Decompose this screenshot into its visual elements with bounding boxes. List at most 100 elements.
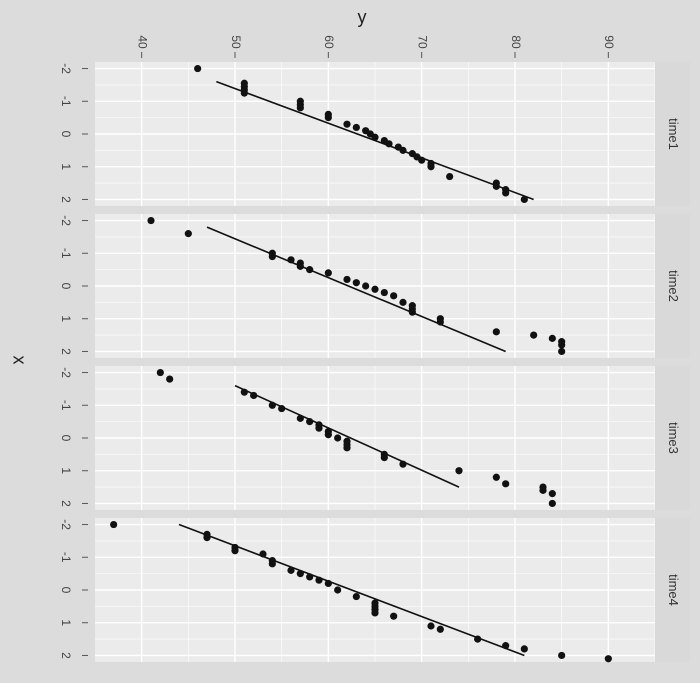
data-point [306, 418, 314, 426]
data-point [455, 467, 463, 475]
data-point [520, 195, 528, 204]
x-tick-label: 1 [59, 467, 73, 474]
x-tick-label: 1 [59, 315, 73, 322]
x-tick-label: 0 [59, 435, 73, 442]
data-point [324, 579, 332, 588]
data-point [166, 375, 174, 383]
x-tick-label: 0 [59, 131, 73, 138]
x-tick-label: 2 [59, 196, 73, 203]
data-point [268, 252, 276, 261]
data-point [296, 262, 304, 270]
x-tick-label: -2 [59, 63, 73, 74]
data-point [156, 368, 164, 377]
data-point [548, 499, 556, 508]
data-point [436, 318, 444, 326]
data-point [399, 460, 407, 468]
data-point [110, 520, 118, 529]
data-point [474, 635, 482, 643]
y-tick-label: 40 [135, 35, 149, 49]
regression-line [206, 226, 506, 353]
data-point [427, 163, 435, 171]
data-point [604, 655, 612, 663]
data-point [390, 292, 398, 300]
data-point [296, 570, 304, 578]
facet-strip [655, 366, 690, 510]
data-point [268, 560, 276, 568]
data-point [287, 256, 295, 264]
y-tick-label: 50 [229, 35, 243, 49]
data-point [324, 114, 332, 122]
x-tick-label: 0 [59, 283, 73, 290]
data-point [296, 414, 304, 422]
data-point [203, 534, 211, 542]
data-point [548, 490, 556, 498]
data-point [343, 120, 351, 128]
data-point [558, 341, 566, 349]
data-point [287, 566, 295, 574]
x-tick-label: 2 [59, 348, 73, 355]
data-point [380, 288, 388, 297]
data-point [371, 133, 379, 141]
data-point [502, 480, 510, 488]
data-point [399, 146, 407, 154]
data-point [492, 182, 500, 190]
data-point [147, 216, 155, 225]
data-point [558, 651, 566, 660]
data-point [306, 266, 314, 274]
data-point [343, 275, 351, 284]
x-tick-label: -2 [59, 367, 73, 378]
x-axis-title: x [9, 356, 29, 365]
data-point [306, 573, 314, 581]
x-tick-label: -1 [59, 96, 73, 107]
data-point [250, 391, 258, 400]
facet-label: time3 [666, 422, 681, 454]
data-point [418, 156, 426, 164]
data-point [334, 434, 342, 442]
data-point [446, 172, 454, 181]
facet-strip [655, 62, 690, 206]
data-point [352, 123, 360, 132]
x-tick-label: -1 [59, 552, 73, 563]
data-point [436, 625, 444, 633]
data-point [427, 622, 435, 630]
facet-label: time4 [666, 574, 681, 606]
data-point [194, 64, 202, 73]
data-point [502, 189, 510, 197]
data-point [385, 140, 393, 148]
data-point [324, 269, 332, 277]
data-point [231, 547, 239, 555]
data-point [492, 328, 500, 336]
data-point [315, 424, 323, 432]
data-point [380, 454, 388, 462]
data-point [184, 230, 192, 238]
facet-strip [655, 214, 690, 358]
facet-label: time2 [666, 270, 681, 302]
x-tick-label: 2 [59, 652, 73, 659]
x-tick-label: -1 [59, 248, 73, 259]
data-point [259, 550, 267, 558]
data-point [408, 308, 416, 316]
data-point [240, 388, 248, 396]
facet-label: time1 [666, 118, 681, 150]
data-point [324, 431, 332, 439]
x-tick-label: -2 [59, 215, 73, 226]
data-point [315, 576, 323, 584]
data-point [352, 279, 360, 287]
y-tick-label: 80 [509, 35, 523, 49]
data-point [371, 609, 379, 617]
data-point [296, 104, 304, 112]
data-point [343, 444, 351, 452]
data-point [268, 401, 276, 409]
data-point [362, 282, 370, 290]
y-axis-title: y [358, 7, 367, 27]
data-point [548, 334, 556, 342]
x-tick-label: 1 [59, 163, 73, 170]
data-point [502, 642, 510, 650]
facet-strip [655, 518, 690, 662]
data-point [371, 285, 379, 293]
x-tick-label: 0 [59, 587, 73, 594]
x-tick-label: -1 [59, 400, 73, 411]
data-point [390, 612, 398, 620]
